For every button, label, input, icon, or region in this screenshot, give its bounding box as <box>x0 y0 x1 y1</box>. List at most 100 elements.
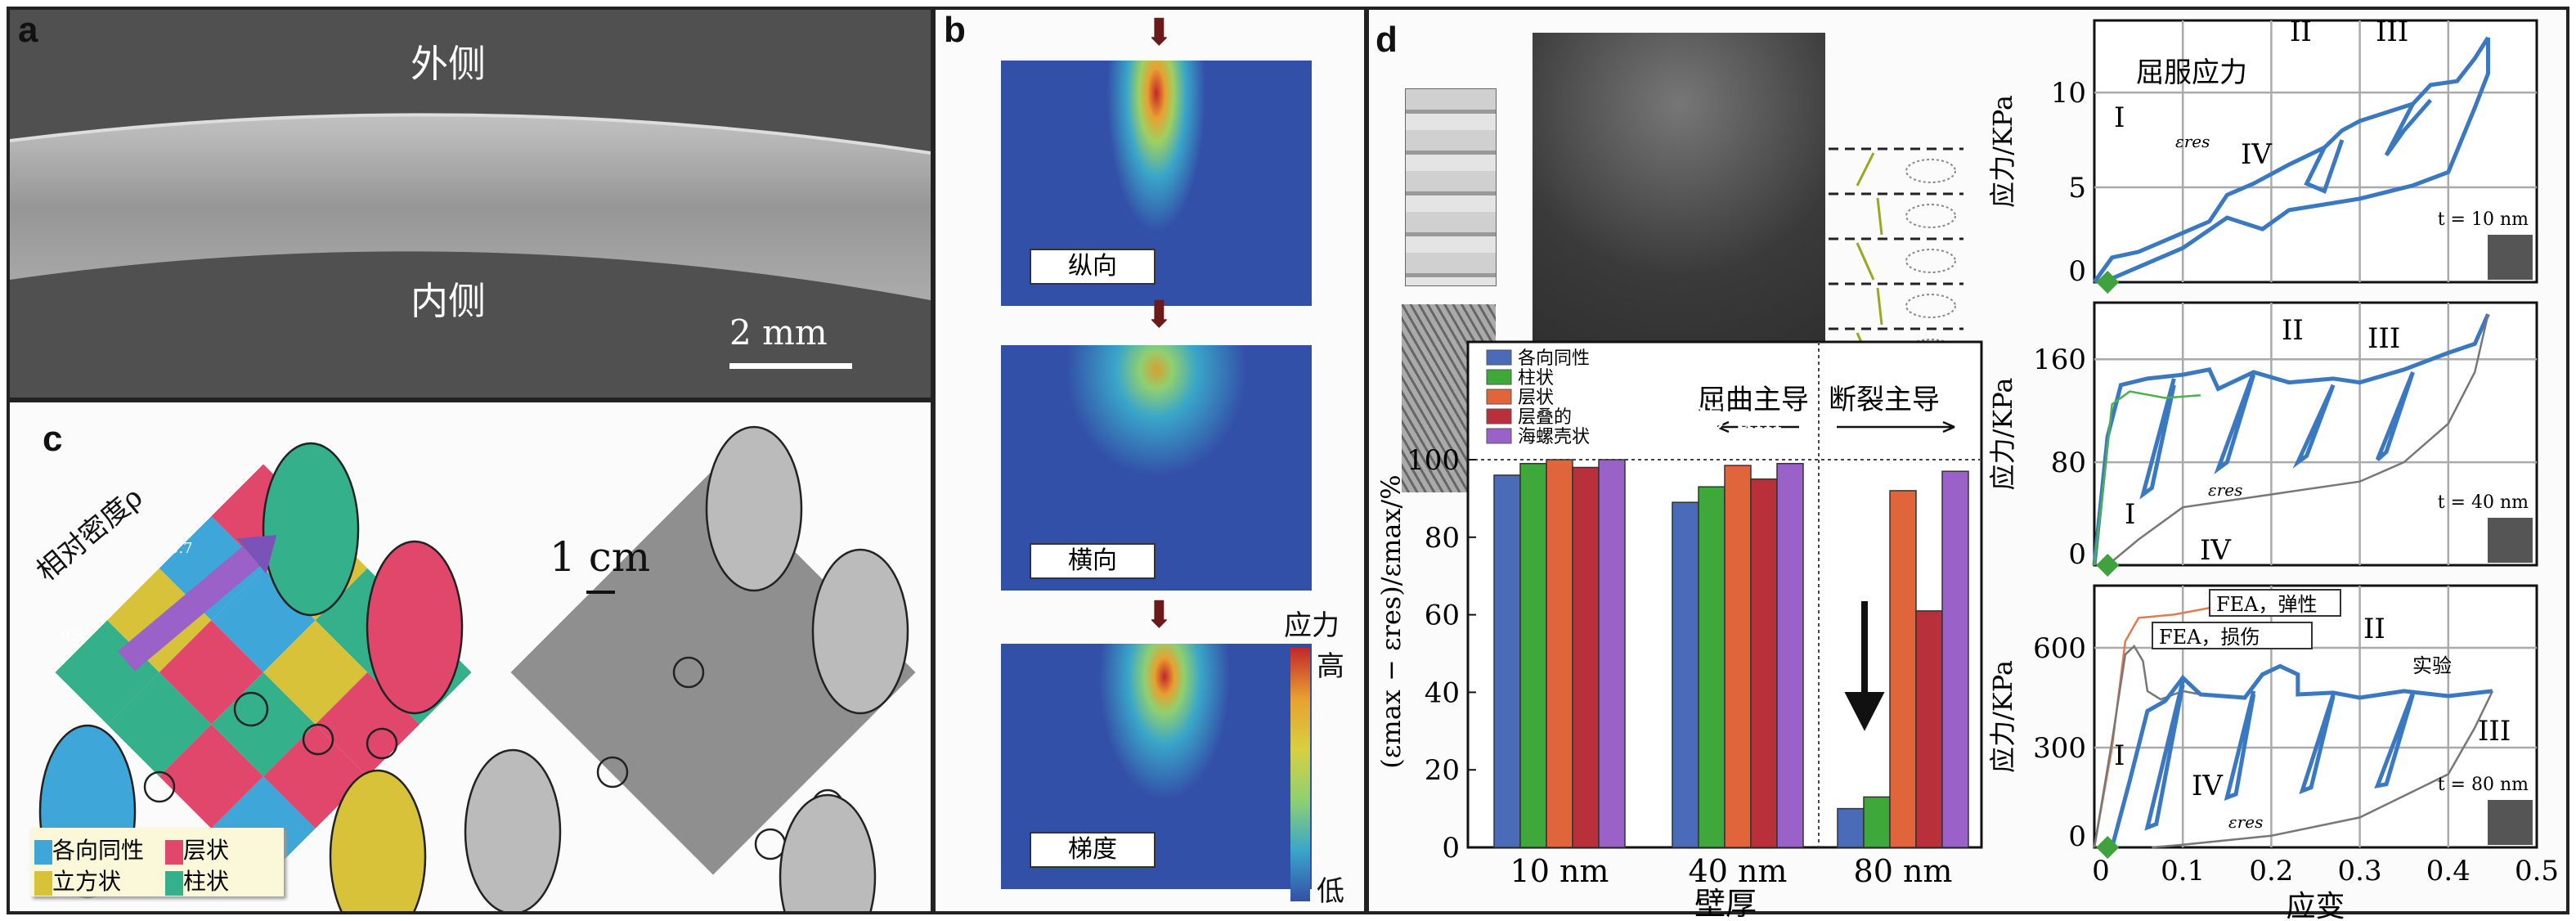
x-tick-label: 0.4 <box>2426 855 2471 887</box>
load-arrow-icon: ⬇ <box>1143 592 1175 636</box>
y-tick-label: 80 <box>1425 522 1460 555</box>
series-loop2 <box>2224 690 2256 802</box>
legend-label: 柱状 <box>1518 368 1554 389</box>
load-arrow-icon: ⬇ <box>1143 292 1175 336</box>
series-loop2 <box>2214 371 2256 474</box>
series-loop1 <box>2304 139 2345 195</box>
annotation-II: II <box>2282 314 2304 347</box>
annotation-fea_damage: FEA，损伤 <box>2159 626 2260 649</box>
annotation-IV: IV <box>2192 770 2224 802</box>
y-tick-label: 100 <box>1407 444 1460 477</box>
y-axis-label: 应力/KPa <box>1987 378 2018 491</box>
annotation-eres: εres <box>2228 812 2263 832</box>
legend-label: 层状 <box>1518 388 1554 408</box>
series-unloading <box>2152 690 2494 849</box>
sem-scale-label: 25 μm <box>1688 402 1782 436</box>
down-arrow-icon <box>1844 601 1885 731</box>
cell-inset-image <box>2488 800 2533 845</box>
annotation-IV: IV <box>2200 534 2232 567</box>
y-tick-label: 80 <box>2051 447 2086 479</box>
bar-3-2 <box>1915 610 1943 848</box>
scale-bar <box>586 591 615 594</box>
x-axis-label: 应变 <box>2286 890 2345 921</box>
thickness-note: t = 40 nm <box>2438 492 2529 513</box>
legend-swatch <box>1486 408 1512 425</box>
legend-item: 层状 <box>165 833 229 865</box>
y-tick-label: 60 <box>1425 600 1460 632</box>
legend-label: 层叠的 <box>1518 407 1572 428</box>
y-tick-label: 160 <box>2033 344 2086 376</box>
bar-4-0 <box>1598 459 1626 848</box>
lamellar-model-image <box>1405 88 1497 286</box>
scale-bar <box>729 363 852 369</box>
series-loop1 <box>2144 681 2185 831</box>
series-loop4 <box>2374 692 2415 789</box>
legend-label: 各向同性 <box>1518 348 1590 369</box>
legend-swatch <box>165 839 183 865</box>
series-loop4 <box>2375 371 2415 461</box>
annotation-III: III <box>2478 715 2511 748</box>
legend-text: 柱状 <box>183 868 230 895</box>
load-arrow-icon: ⬇ <box>1143 10 1175 54</box>
legend-text: 层状 <box>183 837 230 864</box>
legend-item: 各向同性 <box>34 833 144 865</box>
legend-label: 海螺壳状 <box>1518 427 1590 447</box>
series-unloading <box>2107 313 2489 566</box>
x-tick-label: 0.3 <box>2338 855 2382 887</box>
annotation-box <box>2152 622 2313 649</box>
sem-scale-bar <box>1729 452 1794 458</box>
scale-label: 1 cm <box>550 533 651 581</box>
aorta-section-image <box>10 10 931 398</box>
residual-strain-star-icon <box>2096 554 2120 577</box>
thickness-note: t = 80 nm <box>2438 775 2529 795</box>
bar-0-2 <box>1837 807 1865 848</box>
x-tick-label: 0.1 <box>2161 855 2205 887</box>
residual-strain-star-icon <box>2096 271 2120 294</box>
y-tick-label: 600 <box>2033 632 2086 665</box>
left-arrow-icon <box>1717 420 1799 434</box>
y-tick-label: 0 <box>2068 538 2086 571</box>
bar-4-2 <box>1941 470 1969 848</box>
density-min-label: 0.3 <box>61 627 84 645</box>
colorbar-title: 应力 <box>1284 609 1340 642</box>
legend-item: 立方状 <box>34 864 121 896</box>
series-loop1 <box>2139 378 2176 500</box>
legend-swatch <box>34 839 52 865</box>
annotation-I: I <box>2114 101 2125 134</box>
bar-2-0 <box>1546 459 1573 848</box>
density-max-label: 0.7 <box>169 540 193 557</box>
scale-label: 2 mm <box>729 312 828 353</box>
outer-side-label: 外侧 <box>411 42 486 86</box>
x-tick-label: 40 nm <box>1689 853 1788 889</box>
series-FEA-damage <box>2093 645 2201 848</box>
annotation-yield: 屈服应力 <box>2136 56 2247 89</box>
legend-swatch <box>165 870 183 896</box>
bar-1-1 <box>1698 486 1726 848</box>
legend-swatch <box>1486 428 1512 444</box>
view-label-longitudinal: 纵向 <box>1030 249 1156 285</box>
series-loop3 <box>2292 384 2336 469</box>
bar-3-1 <box>1750 478 1778 848</box>
lattice-legend: 各向同性 层状 立方状 柱状 <box>30 828 284 896</box>
residual-strain-star-icon <box>2096 836 2120 859</box>
annotation-experiment: 实验 <box>2412 654 2452 677</box>
bar-1-2 <box>1863 796 1891 848</box>
view-label-transverse: 横向 <box>1030 543 1156 579</box>
bar-4-1 <box>1776 462 1804 848</box>
x-tick-label: 10 nm <box>1510 853 1609 889</box>
fracture-dominated-label: 断裂主导 <box>1829 384 1940 416</box>
annotation-box <box>2209 589 2341 617</box>
x-tick-label: 0 <box>2092 855 2110 887</box>
annotation-II: II <box>2363 613 2385 645</box>
annotation-eres: εres <box>2208 480 2242 500</box>
bar-1-0 <box>1519 462 1547 848</box>
y-tick-label: 5 <box>2068 172 2086 204</box>
colorbar-high-label: 高 <box>1317 650 1344 683</box>
thickness-note: t = 10 nm <box>2438 209 2529 230</box>
annotation-III: III <box>2376 16 2408 48</box>
buckling-dominated-label: 屈曲主导 <box>1698 384 1809 416</box>
